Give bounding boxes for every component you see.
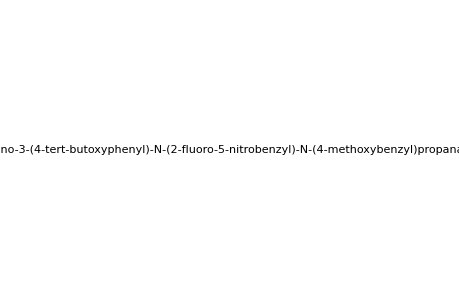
Text: 2-Amino-3-(4-tert-butoxyphenyl)-N-(2-fluoro-5-nitrobenzyl)-N-(4-methoxybenzyl)pr: 2-Amino-3-(4-tert-butoxyphenyl)-N-(2-flu… [0,145,459,155]
